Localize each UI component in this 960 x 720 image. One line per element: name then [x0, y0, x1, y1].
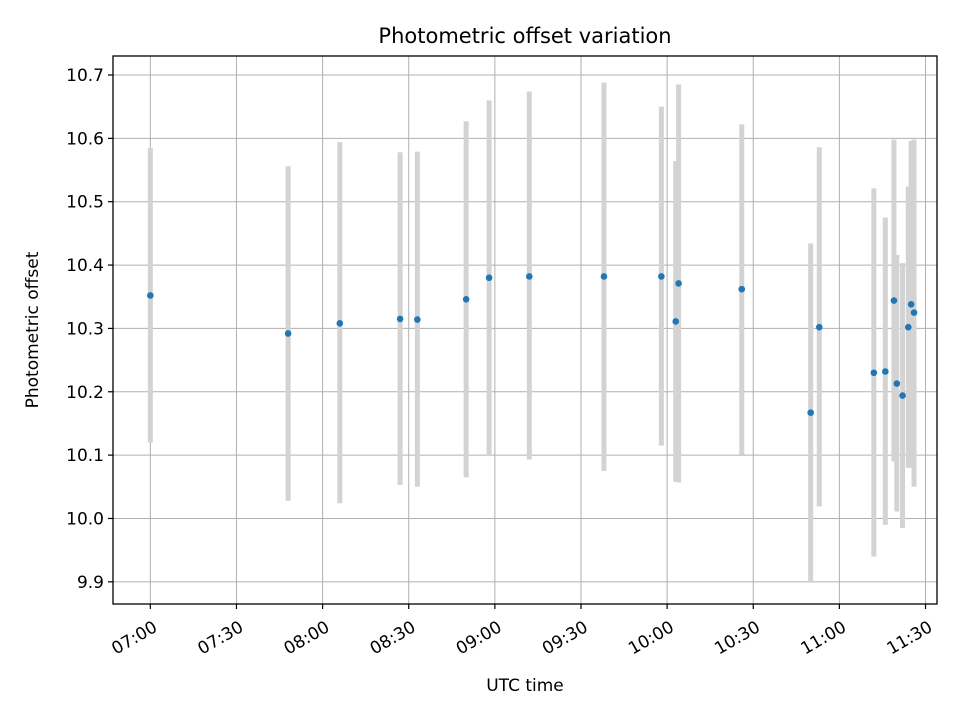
y-tick-label: 10.0 [66, 509, 104, 529]
x-tick-label: 09:00 [453, 617, 505, 659]
y-axis-label: Photometric offset [23, 251, 43, 408]
data-point [462, 295, 470, 303]
data-point [675, 280, 682, 287]
x-axis-label: UTC time [486, 676, 564, 696]
data-point [899, 392, 906, 399]
axis-ticks: 07:00 07:30 08:00 08:30 09:00 09:30 10:00 10:30… [66, 66, 936, 659]
data-point [910, 309, 918, 316]
data-point [870, 369, 878, 377]
data-point [738, 285, 746, 293]
data-point [672, 318, 680, 325]
x-tick-label: 07:30 [195, 617, 247, 659]
x-tick-label: 08:00 [281, 617, 333, 659]
data-point [526, 273, 533, 280]
x-tick-label: 07:00 [108, 617, 160, 659]
x-tick-label: 11:30 [884, 617, 936, 659]
y-tick-label: 10.1 [66, 446, 104, 466]
y-tick-label: 10.6 [66, 129, 104, 149]
data-point [396, 315, 404, 323]
plot-frame [112, 55, 938, 605]
y-tick-label: 10.5 [66, 193, 104, 213]
data-point [904, 323, 912, 331]
data-point [147, 292, 154, 299]
data-point [600, 273, 608, 280]
x-tick-label: 08:30 [367, 617, 419, 659]
data-point [658, 273, 665, 280]
error-bars [147, 82, 917, 582]
data-point [907, 301, 915, 308]
chart-title: Photometric offset variation [378, 24, 671, 48]
y-tick-label: 10.3 [66, 319, 104, 339]
y-tick-label: 10.4 [66, 256, 104, 276]
data-point [284, 330, 292, 337]
data-point [336, 320, 344, 327]
data-point [890, 297, 898, 304]
x-tick-label: 10:30 [711, 617, 763, 659]
data-point [815, 323, 823, 331]
data-points [147, 273, 918, 416]
x-tick-label: 10:00 [625, 617, 677, 659]
data-point [414, 316, 421, 323]
data-point [807, 409, 814, 416]
data-point [893, 380, 901, 387]
y-tick-label: 10.2 [66, 383, 104, 403]
x-tick-label: 11:00 [797, 617, 849, 659]
data-point [882, 368, 889, 375]
x-tick-label: 09:30 [539, 617, 591, 659]
y-tick-label: 10.7 [66, 66, 104, 86]
grid [113, 56, 937, 604]
data-point [485, 274, 493, 282]
y-tick-label: 9.9 [77, 573, 104, 593]
